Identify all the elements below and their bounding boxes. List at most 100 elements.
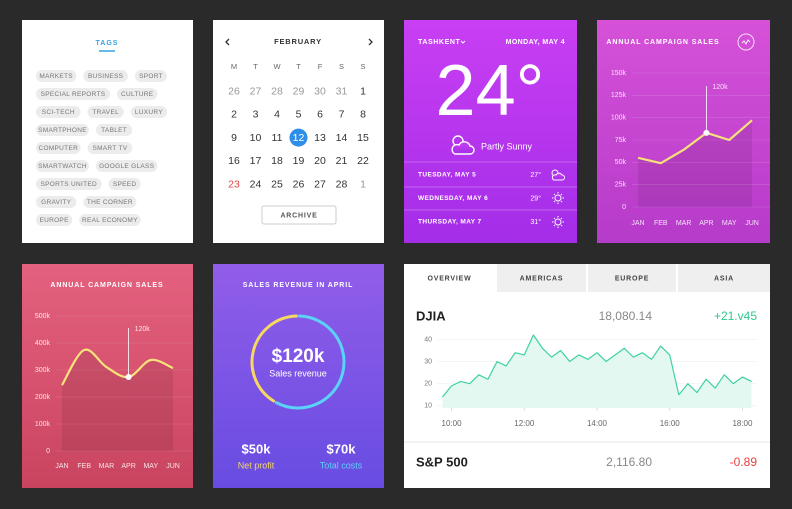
tag-pill[interactable] (83, 196, 137, 208)
day[interactable]: 21 (336, 155, 348, 167)
y-tick-label: 50k (615, 159, 627, 166)
day[interactable]: 17 (250, 155, 262, 167)
day[interactable]: 10 (250, 132, 262, 144)
tag-label: SPORT (139, 73, 163, 80)
day[interactable]: 3 (253, 109, 259, 121)
day[interactable]: 15 (357, 132, 369, 144)
day[interactable]: 14 (336, 132, 348, 144)
x-tick-label: 18:00 (732, 419, 753, 428)
tag-pill[interactable] (36, 124, 89, 136)
forecast-temp: 31° (530, 218, 541, 226)
day[interactable]: 1 (360, 178, 366, 190)
day[interactable]: 26 (228, 85, 240, 97)
tag-label: COMPUTER (38, 145, 78, 152)
prev-arrow[interactable] (225, 38, 230, 46)
tag-pill[interactable] (79, 214, 141, 226)
chart-icon[interactable] (737, 33, 755, 51)
day[interactable]: 22 (357, 155, 369, 167)
x-tick-label: FEB (77, 463, 91, 470)
x-tick-label: FEB (654, 220, 668, 227)
tag-pill[interactable] (117, 88, 158, 100)
x-tick-label: JAN (631, 220, 644, 227)
day[interactable]: 26 (293, 178, 305, 190)
day[interactable]: 12 (293, 132, 305, 144)
campaign-card (22, 264, 193, 488)
day[interactable]: 28 (271, 85, 283, 97)
tag-pill[interactable] (130, 106, 167, 118)
day[interactable]: 2 (231, 109, 237, 121)
highlight-point[interactable] (703, 129, 710, 136)
day[interactable]: 11 (272, 132, 283, 144)
weekday: S (339, 62, 344, 71)
tag-pill[interactable] (36, 178, 102, 190)
day[interactable]: 19 (293, 155, 305, 167)
tag-pill[interactable] (36, 106, 81, 118)
tag-label: SPORTS UNITED (41, 181, 98, 188)
x-tick-label: APR (699, 220, 713, 227)
day[interactable]: 29 (293, 85, 305, 97)
x-tick-label: MAR (676, 220, 692, 227)
day[interactable]: 27 (250, 85, 262, 97)
tag-pill[interactable] (36, 160, 89, 172)
day[interactable]: 1 (360, 85, 366, 97)
tag-pill[interactable] (87, 142, 133, 154)
tag-label: GRAVITY (41, 199, 72, 206)
day[interactable]: 18 (271, 155, 283, 167)
tag-label: THE CORNER (87, 199, 133, 206)
tag-pill[interactable] (36, 142, 81, 154)
day[interactable]: 16 (228, 155, 240, 167)
day[interactable]: 25 (271, 178, 283, 190)
tag-pill[interactable] (36, 214, 73, 226)
x-tick-label: JUN (166, 463, 180, 470)
next-arrow[interactable] (368, 38, 373, 46)
x-tick-label: MAR (99, 463, 115, 470)
day[interactable]: 24 (250, 178, 262, 190)
tag-pill[interactable] (36, 88, 110, 100)
tag-pill[interactable] (96, 124, 133, 136)
day[interactable]: 13 (314, 132, 326, 144)
city-chevron[interactable] (460, 40, 466, 44)
day[interactable]: 20 (314, 155, 326, 167)
stock-value: 2,116.80 (606, 455, 652, 469)
tag-pill[interactable] (87, 106, 124, 118)
tab-label: ASIA (714, 275, 734, 282)
tag-label: LUXURY (135, 109, 163, 116)
stock-value: 18,080.14 (599, 309, 653, 323)
day[interactable]: 7 (339, 109, 345, 121)
tab[interactable] (404, 264, 495, 292)
total-costs-value: $70k (327, 441, 357, 456)
day[interactable]: 8 (360, 109, 366, 121)
tag-pill[interactable] (135, 70, 167, 82)
x-tick-label: JAN (55, 463, 68, 470)
archive-button[interactable] (261, 205, 337, 225)
tag-pill[interactable] (36, 196, 77, 208)
day[interactable]: 31 (336, 85, 348, 97)
weekday: S (360, 62, 365, 71)
tab[interactable] (588, 264, 676, 292)
x-tick-label: MAY (722, 220, 737, 227)
selected-day[interactable] (289, 128, 308, 147)
day[interactable]: 4 (274, 109, 280, 121)
tag-pill[interactable] (96, 160, 158, 172)
total-name: Sales revenue (269, 368, 327, 378)
tab[interactable] (497, 264, 586, 292)
day[interactable]: 6 (317, 109, 323, 121)
day[interactable]: 28 (336, 178, 348, 190)
day[interactable]: 9 (231, 132, 237, 144)
day[interactable]: 30 (314, 85, 326, 97)
day[interactable]: 23 (228, 178, 240, 190)
total-value: $120k (272, 346, 325, 367)
tag-pill[interactable] (83, 70, 128, 82)
highlight-point[interactable] (125, 374, 132, 381)
tag-pill[interactable] (36, 70, 77, 82)
tag-pill[interactable] (108, 178, 141, 190)
day[interactable]: 5 (296, 109, 302, 121)
condition: Partly Sunny (481, 141, 533, 151)
temperature: 24° (436, 51, 545, 131)
sales-card (213, 264, 384, 488)
x-tick-label: 14:00 (587, 419, 608, 428)
net-profit-value: $50k (242, 441, 272, 456)
tab[interactable] (678, 264, 770, 292)
x-tick-label: JUN (745, 220, 759, 227)
day[interactable]: 27 (314, 178, 326, 190)
